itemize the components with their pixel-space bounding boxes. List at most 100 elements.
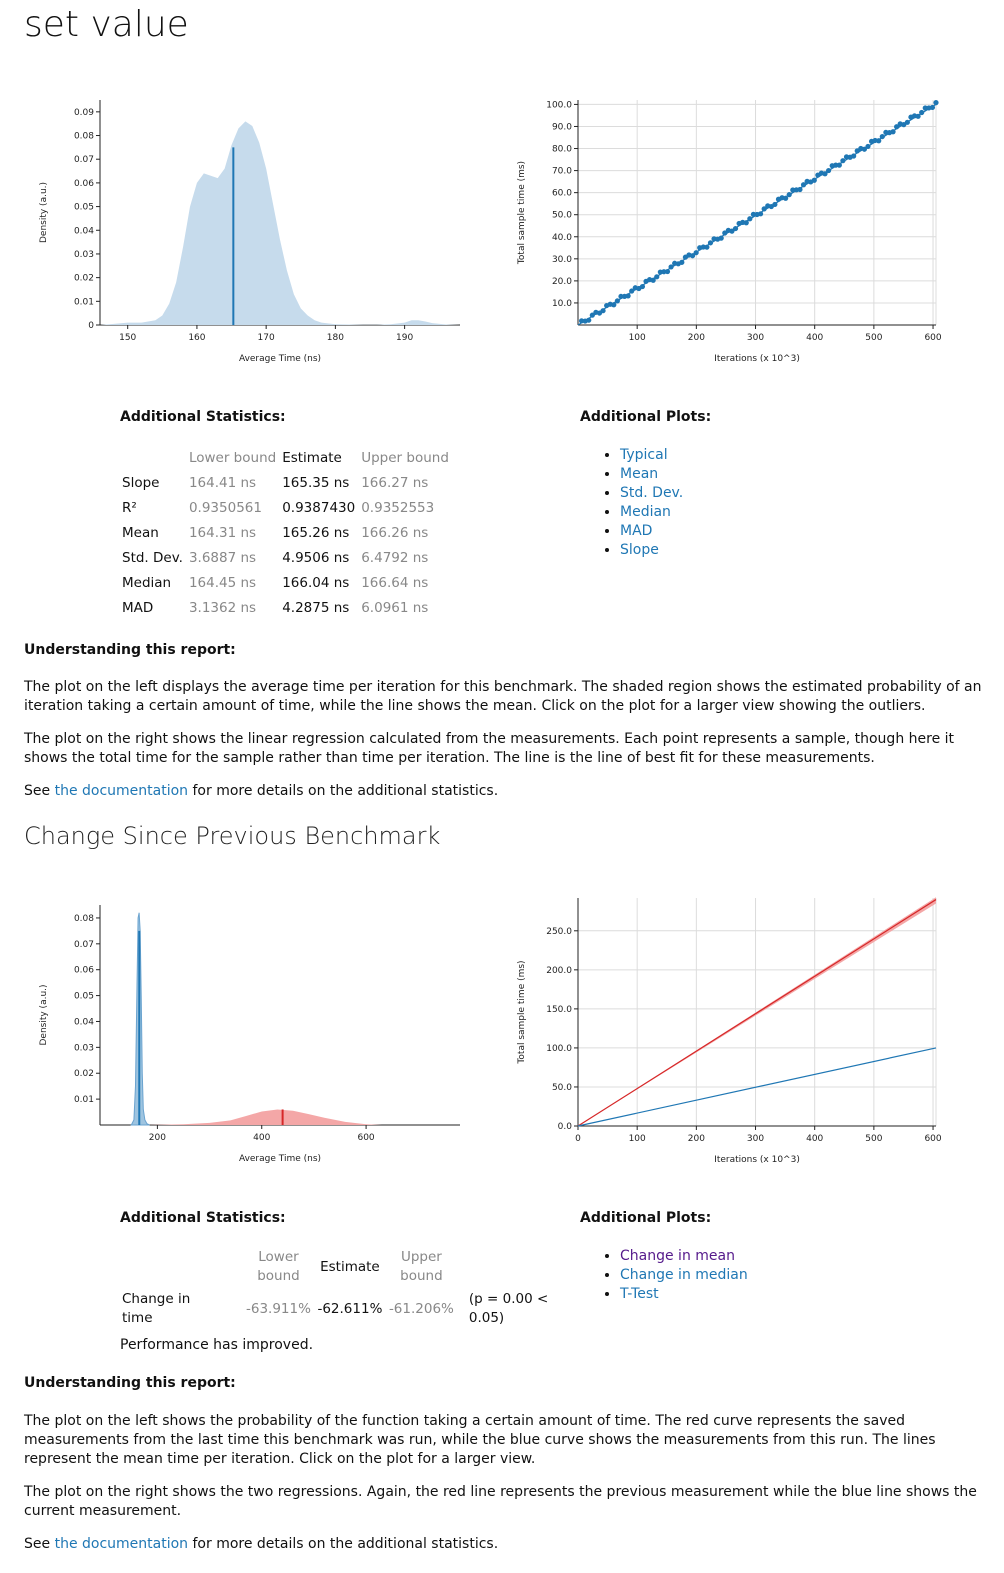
plot-link-mean[interactable]: Mean — [620, 466, 659, 482]
x-tick-label: 300 — [747, 333, 764, 343]
row-estimate: 165.35 ns — [282, 474, 350, 491]
x-tick-label: 400 — [806, 1134, 823, 1144]
plot-link-change-in-mean[interactable]: Change in mean — [620, 1248, 735, 1264]
plot-link-median[interactable]: Median — [620, 504, 671, 520]
table-row: R² 0.9350561 0.9387430 0.9352553 — [119, 495, 452, 520]
list-item: Mean — [620, 465, 683, 484]
understanding-paragraph: The plot on the right shows the linear r… — [24, 731, 955, 766]
plot-link-typical[interactable]: Typical — [620, 447, 668, 463]
data-point — [679, 259, 685, 265]
table-header-upper: Upper bound — [361, 449, 449, 466]
table-header-row: Lower bound Estimate Upper bound — [119, 445, 452, 470]
data-point — [693, 250, 699, 256]
row-estimate: -62.611% — [317, 1301, 383, 1317]
data-point — [822, 171, 828, 177]
p-value: (p = 0.00 < 0.05) — [457, 1286, 553, 1332]
data-point — [654, 274, 660, 280]
y-tick-label: 250.0 — [546, 927, 572, 937]
plot-link-mad[interactable]: MAD — [620, 523, 653, 539]
change-section-title: Change Since Previous Benchmark — [24, 822, 441, 850]
row-name: MAD — [122, 599, 154, 616]
x-tick-label: 0 — [575, 1134, 581, 1144]
data-point — [722, 230, 728, 236]
list-item: Change in median — [620, 1266, 748, 1285]
table-row: Mean 164.31 ns 165.26 ns 166.26 ns — [119, 520, 452, 545]
row-upper: 166.27 ns — [361, 474, 429, 491]
data-point — [800, 182, 807, 188]
x-tick-label: 200 — [688, 1134, 705, 1144]
documentation-link[interactable]: the documentation — [54, 1536, 189, 1552]
data-point — [704, 244, 710, 250]
row-lower: 0.9350561 — [188, 499, 262, 516]
header-lower-line: bound — [257, 1268, 300, 1284]
doc-suffix: for more details on the additional stati… — [188, 1536, 499, 1552]
row-upper: -61.206% — [388, 1301, 454, 1317]
data-point — [929, 104, 936, 111]
comparison-pdf-chart[interactable]: 200 400 600 0.01 0.02 0.03 0.04 0.05 0.06 0.07 0.0… — [30, 895, 470, 1175]
table-row: Std. Dev. 3.6887 ns 4.9506 ns 6.4792 ns — [119, 545, 452, 570]
x-tick-label: 600 — [357, 1133, 374, 1143]
x-tick-label: 500 — [865, 333, 882, 343]
additional-plots-heading: Additional Plots: — [580, 409, 712, 425]
table-header-upper: Upper bound — [386, 1248, 457, 1286]
current-regression-line — [577, 1047, 937, 1127]
data-point — [614, 298, 620, 304]
x-tick-label: 190 — [396, 333, 413, 343]
y-tick-label: 0.06 — [74, 179, 94, 189]
x-axis-label: Iterations (x 10^3) — [714, 1155, 800, 1165]
data-point — [772, 201, 778, 208]
plot-link-std-dev[interactable]: Std. Dev. — [620, 485, 684, 501]
y-axis-label: Total sample time (ms) — [517, 960, 527, 1064]
documentation-link[interactable]: the documentation — [54, 783, 189, 799]
data-point — [833, 162, 839, 168]
row-lower: 164.31 ns — [188, 524, 257, 541]
row-name-line: time — [122, 1310, 153, 1326]
data-point — [915, 113, 921, 119]
row-estimate: 165.26 ns — [282, 524, 350, 541]
y-tick-label: 0.0 — [558, 1122, 573, 1132]
documentation-note: See the documentation for more details o… — [24, 782, 984, 801]
table-header-row: Lower bound Estimate Upper bound — [119, 1248, 553, 1286]
data-point — [729, 228, 735, 234]
x-tick-label: 100 — [629, 1134, 646, 1144]
table-header-blank — [457, 1248, 553, 1286]
doc-suffix: for more details on the additional stati… — [188, 783, 499, 799]
table-row: MAD 3.1362 ns 4.2875 ns 6.0961 ns — [119, 595, 452, 620]
additional-plots-heading: Additional Plots: — [580, 1210, 712, 1226]
table-row: Median 164.45 ns 166.04 ns 166.64 ns — [119, 570, 452, 595]
previous-density-area — [146, 1109, 382, 1125]
data-point — [761, 206, 767, 212]
plot-link-slope[interactable]: Slope — [620, 542, 659, 558]
additional-plots-list: Change in mean Change in median T-Test — [600, 1247, 748, 1304]
row-upper: 166.26 ns — [361, 524, 429, 541]
list-item: T-Test — [620, 1285, 748, 1304]
list-item: MAD — [620, 522, 683, 541]
data-point — [586, 317, 592, 323]
data-point — [786, 192, 792, 198]
y-tick-label: 0.07 — [74, 155, 94, 165]
data-point — [589, 312, 595, 318]
list-item: Std. Dev. — [620, 484, 683, 503]
table-row: Slope 164.41 ns 165.35 ns 166.27 ns — [119, 470, 452, 495]
data-point — [826, 167, 832, 174]
y-tick-label: 50.0 — [552, 1083, 572, 1093]
plot-link-t-test[interactable]: T-Test — [620, 1286, 659, 1302]
regression-chart[interactable]: 100 200 300 400 500 600 10.0 20.0 30.0 40.0 50.0 60… — [510, 88, 950, 375]
x-tick-label: 100 — [629, 333, 646, 343]
y-tick-label: 0.03 — [74, 250, 94, 260]
comparison-regression-chart[interactable]: 0 100 200 300 400 500 600 0.0 50.0 100.0 150.0 200.… — [510, 890, 950, 1175]
y-tick-label: 20.0 — [552, 277, 572, 287]
data-point — [879, 133, 885, 140]
plot-link-change-in-median[interactable]: Change in median — [620, 1267, 748, 1283]
previous-regression-line — [577, 899, 937, 1127]
pdf-chart[interactable]: 150 160 170 180 190 0 0.01 0.02 0.03 0.04 0.05 0.06… — [30, 90, 470, 375]
x-axis-label: Average Time (ns) — [239, 1154, 321, 1164]
x-tick-label: 180 — [327, 333, 344, 343]
x-tick-label: 600 — [924, 333, 941, 343]
row-lower: 164.41 ns — [188, 474, 257, 491]
change-table: Lower bound Estimate Upper bound Change in… — [119, 1248, 553, 1332]
table-header-estimate: Estimate — [282, 449, 342, 466]
y-tick-label: 0.07 — [74, 940, 94, 950]
y-tick-label: 30.0 — [552, 255, 572, 265]
data-point — [865, 143, 871, 150]
